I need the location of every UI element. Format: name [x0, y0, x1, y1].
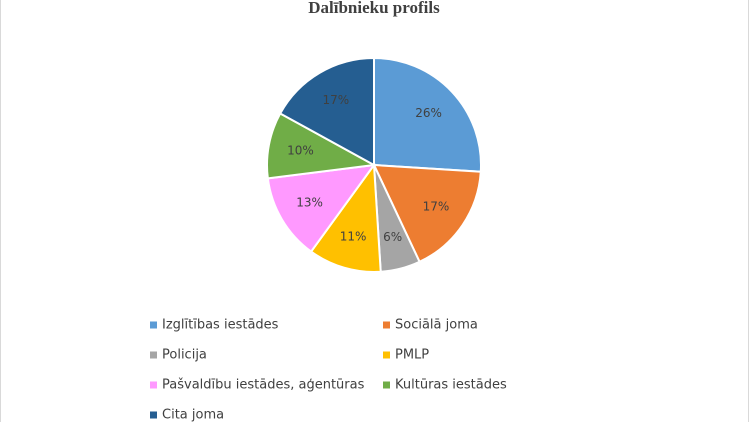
- data-label: 17%: [423, 200, 450, 214]
- pie-slice: [373, 56, 482, 173]
- legend-label: Pašvaldību iestādes, aģentūras: [162, 378, 365, 393]
- legend-swatch: [150, 351, 157, 359]
- data-label: 6%: [383, 230, 402, 244]
- data-label: 17%: [323, 93, 350, 107]
- legend-swatch: [150, 411, 157, 419]
- chart-title: Dalībnieku profils: [308, 0, 440, 17]
- legend-label: Cita joma: [162, 408, 224, 422]
- pie-slice: [266, 163, 377, 253]
- data-label: 26%: [415, 106, 442, 120]
- legend-swatch: [383, 381, 390, 389]
- legend-swatch: [383, 351, 390, 359]
- legend-label: Sociālā joma: [395, 318, 478, 333]
- legend-label: Kultūras iestādes: [395, 378, 507, 393]
- pie-slice: [278, 56, 375, 167]
- data-label: 11%: [340, 229, 367, 243]
- legend-label: PMLP: [395, 348, 429, 363]
- data-label: 10%: [287, 143, 314, 157]
- pie-slice: [309, 162, 382, 273]
- legend-swatch: [150, 321, 157, 329]
- legend-swatch: [383, 321, 390, 329]
- legend-swatch: [150, 381, 157, 389]
- legend-label: Policija: [162, 348, 207, 363]
- data-label: 13%: [296, 196, 323, 210]
- pie-slice: [372, 163, 482, 264]
- legend-label: Izglītības iestādes: [162, 318, 279, 333]
